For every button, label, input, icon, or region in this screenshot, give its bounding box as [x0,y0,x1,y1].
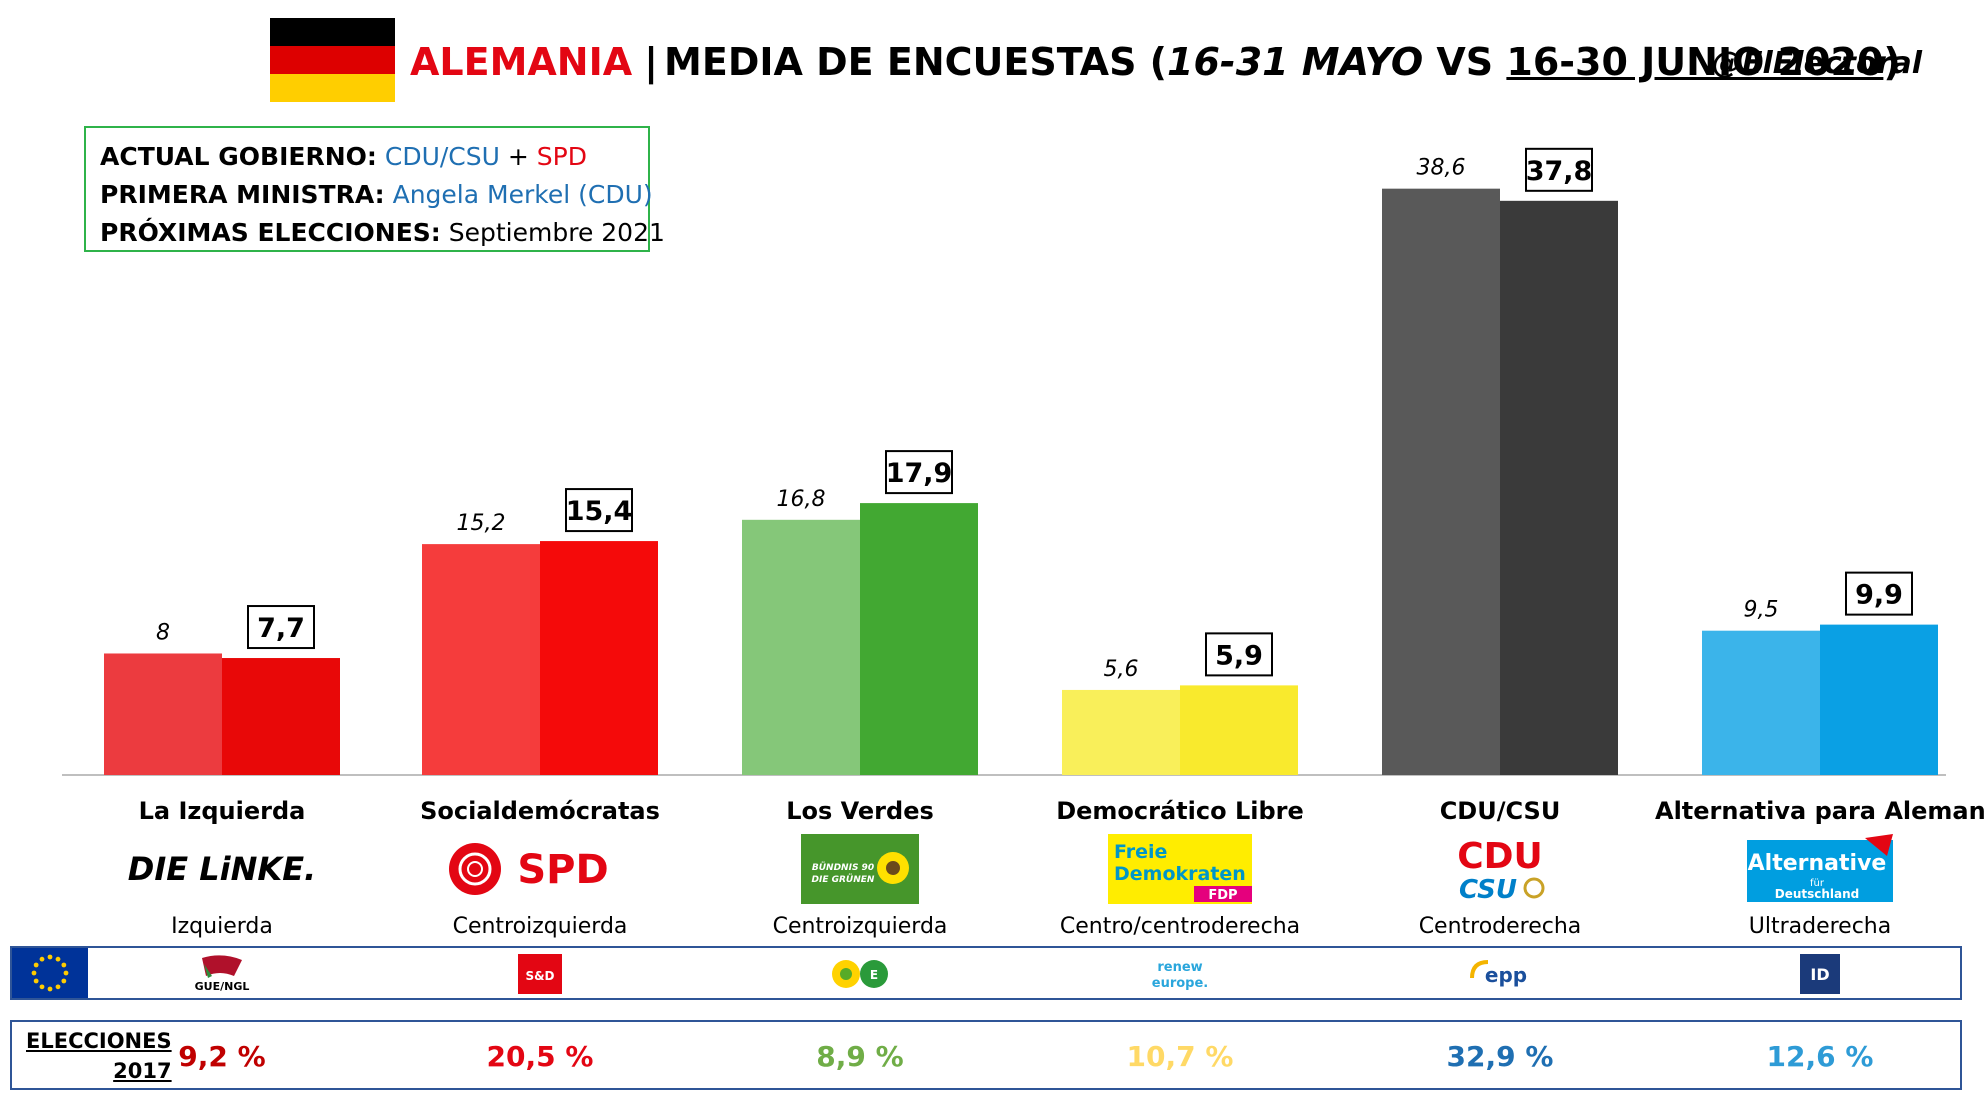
svg-text:Alternative: Alternative [1748,851,1887,876]
afd-logo: Alternative für Deutschland [1655,834,1985,904]
eu-flag-icon [12,948,88,998]
data-label-curr: 5,9 [1215,640,1263,671]
result-2017-value: 10,7 % [1126,1040,1234,1073]
bar-prev [104,653,222,775]
data-label-box [885,450,953,495]
epp-logo: epp [1335,952,1665,996]
data-label-curr: 7,7 [257,613,305,644]
bar-prev [1702,630,1820,775]
result-2017-value: 9,2 % [178,1040,266,1073]
greens-sunflower-logo: BÜNDNIS 90 DIE GRÜNEN [695,834,1025,904]
party-ideology: Izquierda [171,914,273,939]
bar-prev [742,519,860,775]
svg-text:CDU: CDU [1457,836,1543,877]
bar-curr [1500,200,1618,775]
bar-prev [1382,188,1500,775]
bar-prev [1062,689,1180,775]
bar-curr [540,541,658,775]
bar-prev [422,544,540,775]
data-label-prev: 16,8 [777,487,826,512]
die-linke-logo: DIE LiNKE. [57,834,387,904]
result-2017-value: 12,6 % [1766,1040,1874,1073]
data-label-prev: 8 [156,620,170,645]
government-row: ACTUAL GOBIERNO: CDU/CSU + SPD [100,142,587,171]
bar-curr [860,503,978,775]
svg-text:Freie: Freie [1114,841,1167,863]
data-label-box [1525,147,1593,192]
page-title: ALEMANIA | MEDIA DE ENCUESTAS (16-31 MAYO … [410,40,1901,84]
svg-text:epp: epp [1485,963,1527,987]
party-ideology: Ultraderecha [1748,914,1892,939]
elections-2017-label: ELECCIONES 2017 [26,1029,172,1083]
svg-text:renew: renew [1157,960,1202,975]
author-handle: @ElElectoral [1712,46,1922,81]
data-label-curr: 15,4 [566,496,633,527]
data-label-curr: 17,9 [886,458,953,489]
gue-ngl-logo: GUE/NGL [57,952,387,996]
party-ideology: Centroizquierda [452,914,628,939]
party-name: Socialdemócratas [420,797,660,825]
spd-rose-logo: SPD [375,834,705,904]
data-label-prev: 9,5 [1744,598,1779,623]
poll-bar-chart: 8 7,7 15,2 15,4 16,8 17,9 5,6 5,9 38,6 37,8 9,5 9,9 [62,147,1946,776]
svg-text:BÜNDNIS 90: BÜNDNIS 90 [812,862,874,873]
fdp-logo: Freie Demokraten FDP [1015,834,1345,904]
svg-text:Deutschland: Deutschland [1775,887,1860,901]
bar-curr [222,658,340,775]
renew-europe-logo: renew europe. [1015,952,1345,996]
bar-curr [1180,685,1298,775]
party-ideology: Centroizquierda [772,914,948,939]
title-country: ALEMANIA [410,40,633,84]
prime-minister-row: PRIMERA MINISTRA: Angela Merkel (CDU) [100,180,653,209]
data-label-box [1205,632,1273,677]
data-label-box [1845,571,1913,616]
party-name: La Izquierda [138,797,306,825]
government-info-box: ACTUAL GOBIERNO: CDU/CSU + SPD PRIMERA M… [84,126,665,252]
svg-text:DIE GRÜNEN: DIE GRÜNEN [812,874,875,885]
result-2017-value: 20,5 % [486,1040,594,1073]
svg-text:europe.: europe. [1152,976,1208,991]
party-name: Democrático Libre [1056,797,1304,825]
cdu-csu-logo: CDU CSU [1335,834,1665,904]
data-label-curr: 9,9 [1855,580,1903,611]
svg-text:E: E [870,968,878,982]
svg-text:für: für [1810,878,1825,889]
greens-efa-logo: E [695,952,1025,996]
party-name: Los Verdes [786,797,934,825]
party-name: Alternativa para Alemania [1655,797,1986,825]
logo-text: SPD [517,847,608,893]
id-group-logo: ID [1655,952,1985,996]
data-label-curr: 37,8 [1526,156,1593,187]
svg-text:ID: ID [1810,965,1829,984]
elections-2017-row [10,1020,1962,1090]
next-elections-row: PRÓXIMAS ELECCIONES: Septiembre 2021 [100,218,665,247]
svg-text:Demokraten: Demokraten [1114,863,1246,885]
data-label-prev: 5,6 [1104,657,1139,682]
data-label-box [565,488,633,533]
svg-text:FDP: FDP [1208,888,1237,903]
svg-text:S&D: S&D [525,969,554,983]
svg-text:GUE/NGL: GUE/NGL [195,980,250,993]
party-ideology: Centroderecha [1418,914,1582,939]
svg-text:CSU: CSU [1459,875,1517,904]
bar-curr [1820,624,1938,775]
eu-group-row [10,946,1962,1000]
data-label-prev: 15,2 [457,511,506,536]
data-label-box [247,605,315,650]
data-label-prev: 38,6 [1417,156,1466,181]
s-and-d-logo: S&D [375,952,705,996]
party-ideology: Centro/centroderecha [1059,914,1301,939]
logo-text: DIE LiNKE. [128,850,316,888]
result-2017-value: 32,9 % [1446,1040,1554,1073]
result-2017-value: 8,9 % [816,1040,904,1073]
germany-flag-icon [270,18,395,102]
party-name: CDU/CSU [1439,797,1561,825]
